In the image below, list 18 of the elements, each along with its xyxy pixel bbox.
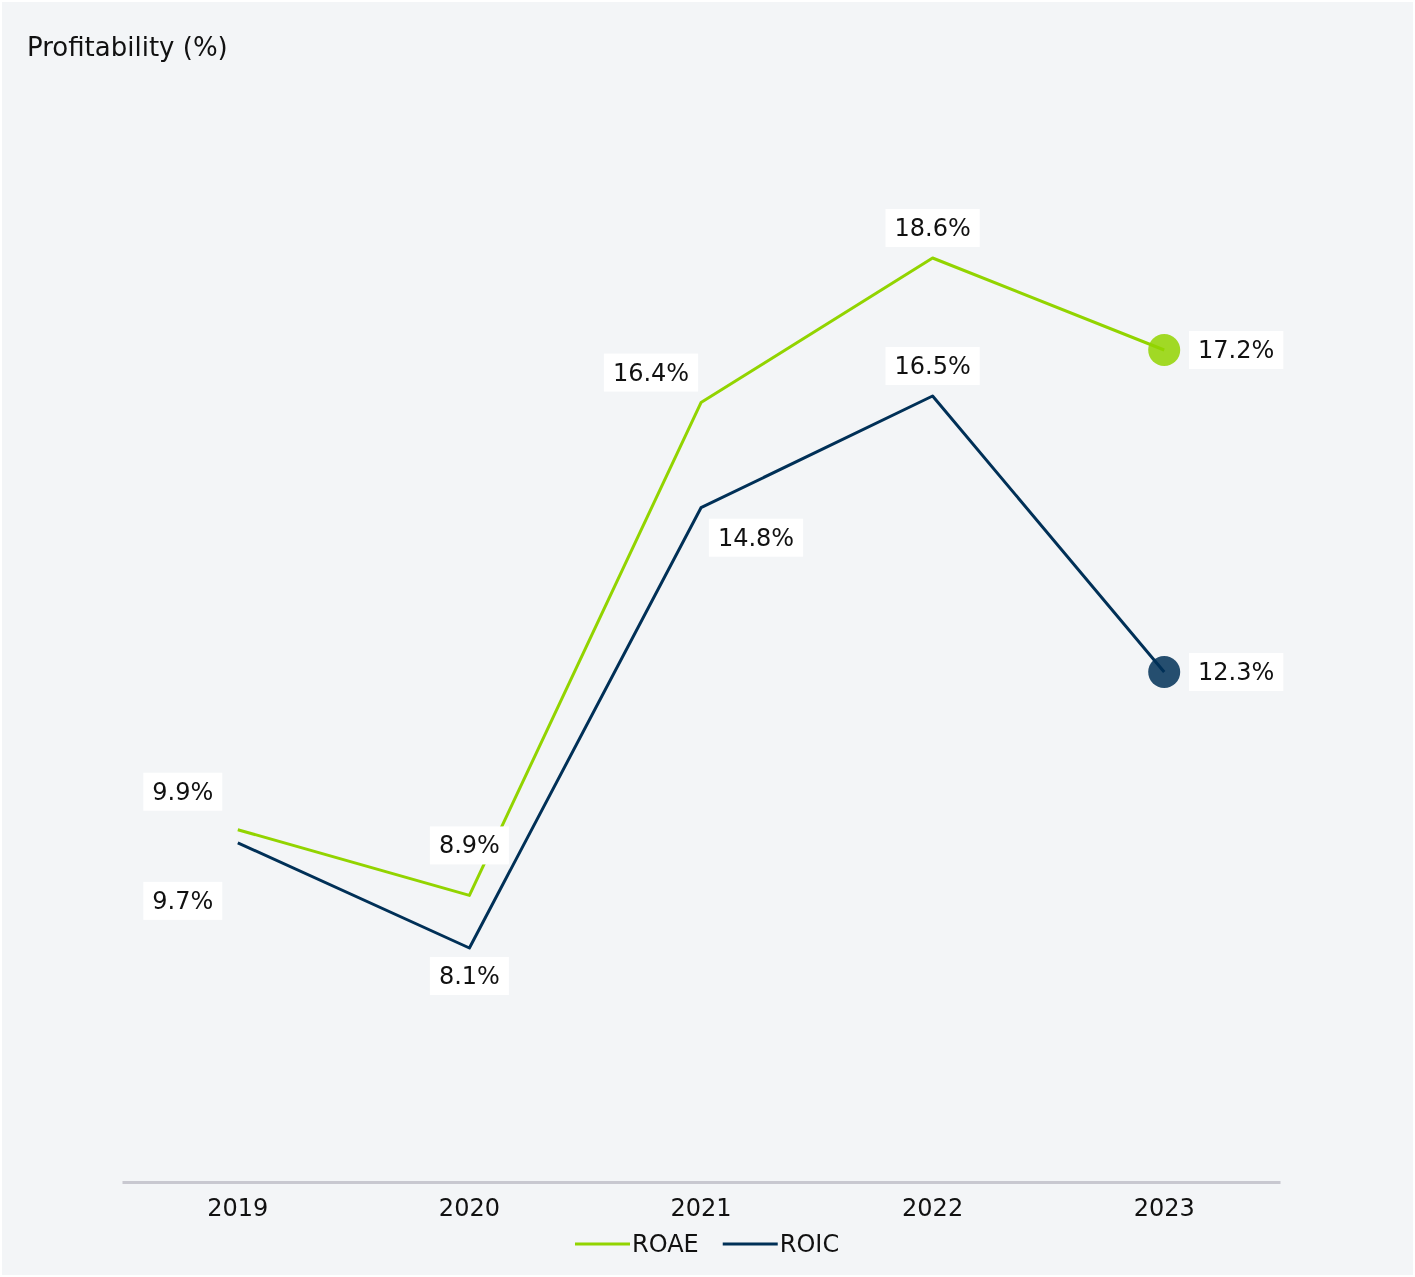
data-label: 16.5% [894, 352, 971, 380]
legend-label: ROAE [632, 1230, 699, 1258]
data-label: 18.6% [894, 214, 971, 242]
data-label: 9.7% [152, 886, 214, 915]
x-tick-label: 2019 [207, 1194, 269, 1223]
x-tick-label: 2021 [670, 1194, 732, 1223]
data-label: 8.1% [438, 962, 500, 990]
data-label: 14.8% [717, 523, 795, 552]
x-tick-label: 2020 [438, 1194, 500, 1223]
chart-title: Profitability (%) [27, 32, 228, 62]
x-tick-label: 2023 [1133, 1194, 1195, 1223]
legend-label: ROIC [779, 1230, 840, 1258]
data-label: 9.9% [152, 777, 214, 806]
x-tick-label: 2022 [902, 1194, 964, 1223]
data-label: 17.2% [1198, 336, 1275, 364]
data-label: 8.9% [438, 831, 500, 860]
data-label: 16.4% [612, 358, 690, 387]
data-label: 12.3% [1198, 658, 1275, 686]
